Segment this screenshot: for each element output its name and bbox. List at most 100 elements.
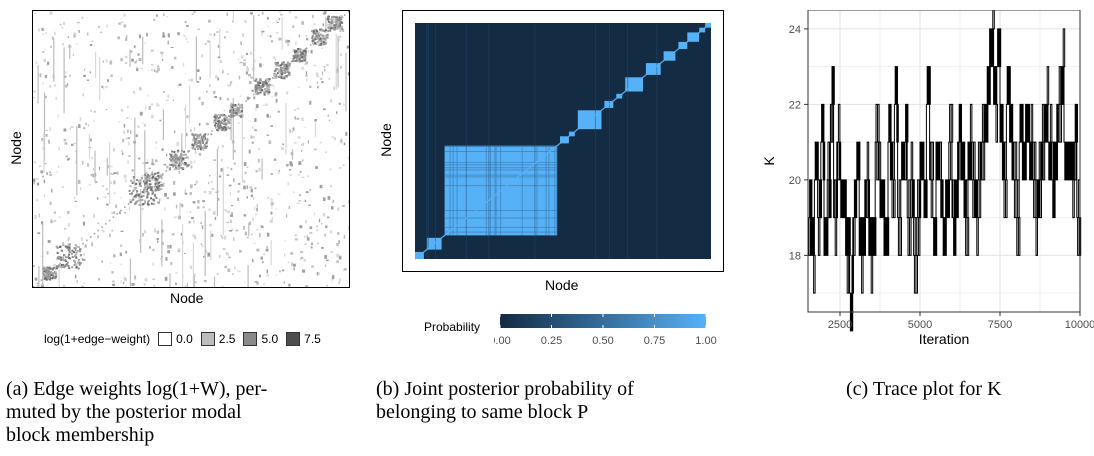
block-cell [330,16,333,19]
block-cell [224,119,226,122]
block-cell [144,187,147,190]
colorbar-tick-label: 0.50 [592,335,613,347]
edge-cell [278,11,282,13]
edge-cell [131,169,134,172]
block-cell [312,30,315,33]
edge-cell [76,21,80,24]
edge-cell [64,227,67,230]
x-tick-label: 2500 [828,319,852,331]
block-cell [66,246,69,249]
edge-cell [201,225,204,229]
block-cell [241,110,243,113]
diagonal-cell [116,213,118,215]
edge-cell [294,142,297,144]
edge-cell [120,197,122,199]
edge-cell [142,162,145,165]
edge-cell [184,285,187,288]
block-cell [180,163,183,166]
block-cell [324,38,327,41]
panel-a-caption-line3: block membership [6,424,155,446]
block-cell [322,34,325,37]
edge-cell [314,148,317,151]
block-cell [258,86,261,89]
block-cell [178,164,180,167]
edge-streak [63,47,65,114]
edge-cell [325,63,329,67]
block-cell [60,259,63,261]
edge-cell [122,282,125,284]
block-cell [137,193,140,196]
block-cell [141,191,144,194]
edge-cell [338,102,341,105]
block-cell [147,173,149,176]
edge-cell [102,60,104,63]
edge-cell [301,176,305,178]
edge-cell [338,255,342,260]
block-cell [295,50,298,53]
edge-cell [258,167,261,172]
edge-cell [194,183,197,186]
block-cell [180,149,183,152]
edge-cell [270,125,273,127]
diagonal-cell [321,34,323,36]
block-cell [49,268,52,271]
edge-cell [157,67,160,71]
block-cell [62,243,65,246]
edge-cell [159,119,162,122]
edge-cell [113,211,116,214]
block-cell [227,122,230,125]
block-cell [59,256,62,259]
edge-cell [36,285,39,289]
edge-cell [174,130,176,134]
edge-cell [34,277,38,281]
edge-cell [251,258,254,261]
edge-cell [115,204,118,208]
block-cell [278,70,280,73]
block-stripe [444,161,558,163]
edge-streak [129,258,131,326]
block-cell [329,29,332,32]
edge-cell [67,210,70,214]
block-cell [284,67,287,70]
block-cell [146,196,149,199]
block-cell [281,73,284,76]
panel-a-caption-line1: (a) Edge weights log(1+W), per- [6,378,268,400]
block-cell [148,177,151,180]
edge-cell [63,71,67,74]
edge-cell [219,254,221,258]
edge-cell [131,58,134,62]
block-cell [195,140,198,143]
edge-cell [166,16,169,18]
edge-cell [110,262,112,264]
edge-cell [102,184,105,188]
block-cell [132,176,135,178]
edge-cell [125,250,128,254]
edge-cell [43,163,47,165]
block-cell [178,158,181,161]
block-stripe [554,145,556,236]
block-cell [178,165,181,168]
edge-cell [175,204,178,209]
edge-cell [211,188,215,190]
block-cell [147,203,150,206]
edge-cell [321,81,324,83]
edge-cell [111,211,115,214]
block-cell [256,92,259,95]
edge-cell [271,84,274,87]
edge-cell [126,106,129,108]
block-cell [221,119,224,122]
edge-cell [129,199,132,201]
edge-cell [261,11,264,15]
block-cell [325,34,328,36]
edge-cell [82,160,84,165]
block-stripe [485,145,487,236]
block-cell [255,78,258,81]
edge-streak [185,104,187,149]
edge-cell [246,66,248,68]
edge-cell [113,180,116,185]
edge-cell [339,35,341,38]
edge-cell [246,166,249,168]
edge-cell [299,225,303,229]
edge-cell [153,163,156,166]
edge-cell [156,102,158,107]
